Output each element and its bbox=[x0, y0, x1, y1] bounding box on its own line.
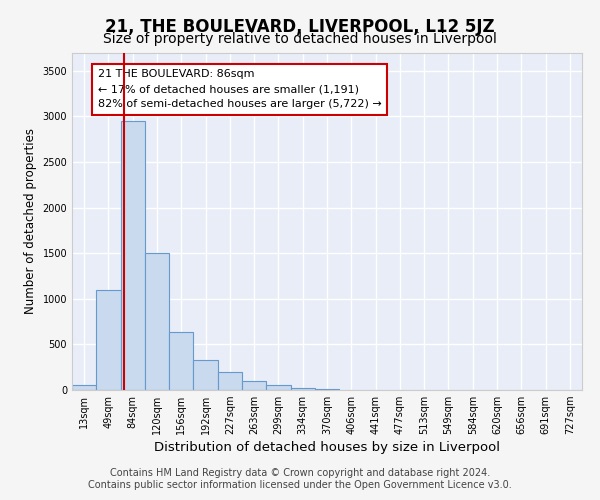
Bar bbox=[72, 385, 96, 390]
X-axis label: Distribution of detached houses by size in Liverpool: Distribution of detached houses by size … bbox=[154, 442, 500, 454]
Bar bbox=[145, 253, 169, 390]
Bar bbox=[242, 381, 266, 390]
Bar bbox=[193, 360, 218, 390]
Text: 21 THE BOULEVARD: 86sqm
← 17% of detached houses are smaller (1,191)
82% of semi: 21 THE BOULEVARD: 86sqm ← 17% of detache… bbox=[97, 70, 381, 109]
Bar bbox=[290, 388, 315, 390]
Bar bbox=[218, 372, 242, 390]
Text: Size of property relative to detached houses in Liverpool: Size of property relative to detached ho… bbox=[103, 32, 497, 46]
Y-axis label: Number of detached properties: Number of detached properties bbox=[24, 128, 37, 314]
Bar bbox=[266, 385, 290, 390]
Text: Contains HM Land Registry data © Crown copyright and database right 2024.
Contai: Contains HM Land Registry data © Crown c… bbox=[88, 468, 512, 490]
Bar bbox=[121, 121, 145, 390]
Bar bbox=[169, 332, 193, 390]
Text: 21, THE BOULEVARD, LIVERPOOL, L12 5JZ: 21, THE BOULEVARD, LIVERPOOL, L12 5JZ bbox=[105, 18, 495, 36]
Bar bbox=[315, 389, 339, 390]
Bar bbox=[96, 290, 121, 390]
